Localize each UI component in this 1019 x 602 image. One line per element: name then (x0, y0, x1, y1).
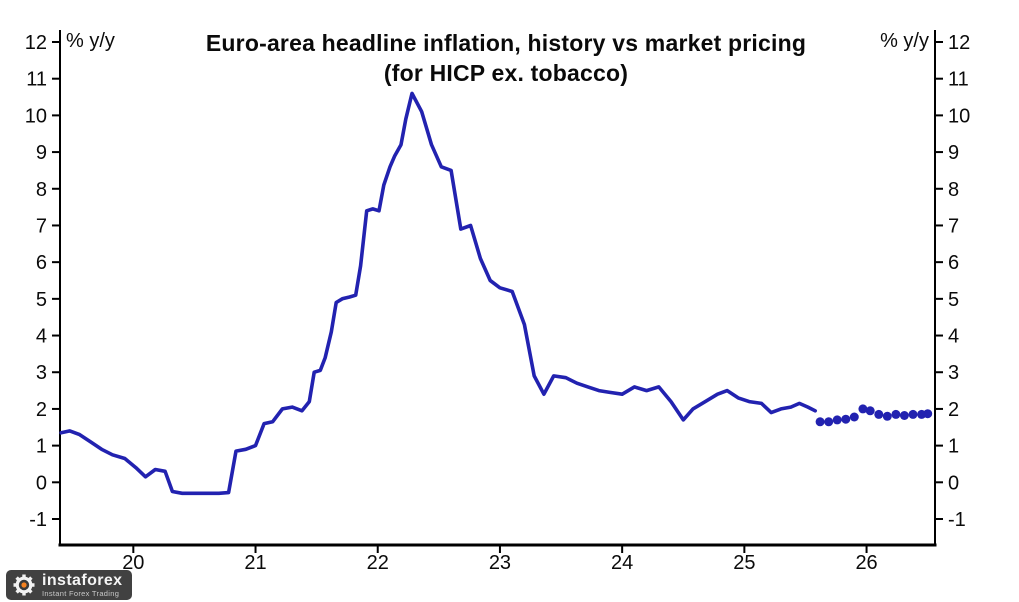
y-axis-unit-left: % y/y (66, 30, 115, 52)
x-tick-label: 23 (489, 552, 511, 574)
y-tick-label-right: -1 (948, 509, 966, 531)
y-tick-label-right: 3 (948, 362, 959, 384)
market-pricing-dot (882, 411, 892, 421)
market-pricing-dot (858, 404, 868, 414)
y-tick-label-left: 9 (36, 142, 47, 164)
y-tick-label-left: 3 (36, 362, 47, 384)
y-tick-label-right: 1 (948, 436, 959, 458)
y-tick-label-left: 6 (36, 252, 47, 274)
y-tick-label-right: 11 (948, 69, 969, 91)
watermark-brand: instaforex (42, 571, 123, 589)
history-line (59, 91, 818, 496)
instaforex-watermark: instaforex Instant Forex Trading (6, 570, 133, 600)
y-tick-label-right: 7 (948, 215, 959, 237)
y-tick-label-right: 6 (948, 252, 959, 274)
y-tick-label-right: 2 (948, 399, 959, 421)
y-tick-label-left: 5 (36, 289, 47, 311)
x-tick-label: 24 (611, 552, 633, 574)
x-tick-label: 22 (367, 552, 389, 574)
x-tick-label: 25 (733, 552, 755, 574)
market-pricing-dot (908, 409, 918, 419)
x-tick-label: 26 (855, 552, 877, 574)
y-tick-label-left: 10 (25, 105, 47, 127)
y-tick-label-left: 1 (36, 436, 47, 458)
market-pricing-dot (891, 409, 901, 419)
y-tick-label-right: 4 (948, 326, 959, 348)
y-tick-label-left: 8 (36, 179, 47, 201)
y-tick-label-right: 0 (948, 472, 959, 494)
y-tick-label-right: 5 (948, 289, 959, 311)
market-pricing-dot (841, 414, 851, 424)
y-tick-label-left: 4 (36, 326, 47, 348)
market-pricing-dot (824, 417, 834, 427)
market-pricing-dot (865, 406, 875, 416)
gear-icon (13, 574, 35, 596)
market-pricing-dot (849, 412, 859, 422)
y-axis-unit-right: % y/y (880, 30, 929, 52)
x-tick-label: 21 (244, 552, 266, 574)
y-tick-label-left: 2 (36, 399, 47, 421)
y-tick-label-right: 12 (948, 32, 970, 54)
y-tick-label-left: 0 (36, 472, 47, 494)
y-tick-label-right: 10 (948, 105, 970, 127)
market-pricing-dot (874, 409, 884, 419)
chart-title: Euro-area headline inflation, history vs… (205, 30, 807, 86)
watermark-text: instaforex Instant Forex Trading (42, 571, 123, 598)
y-tick-label-right: 9 (948, 142, 959, 164)
market-pricing-dot (832, 415, 842, 425)
y-tick-label-right: 8 (948, 179, 959, 201)
x-tick-label: 20 (122, 552, 144, 574)
market-pricing-dot (923, 409, 933, 419)
y-tick-label-left: 11 (26, 69, 47, 91)
market-pricing-dot (815, 417, 825, 427)
y-tick-label-left: 7 (36, 215, 47, 237)
y-tick-label-left: 12 (25, 32, 47, 54)
market-pricing-dot (899, 411, 909, 420)
watermark-tagline: Instant Forex Trading (42, 588, 120, 598)
y-tick-label-left: -1 (29, 509, 47, 531)
